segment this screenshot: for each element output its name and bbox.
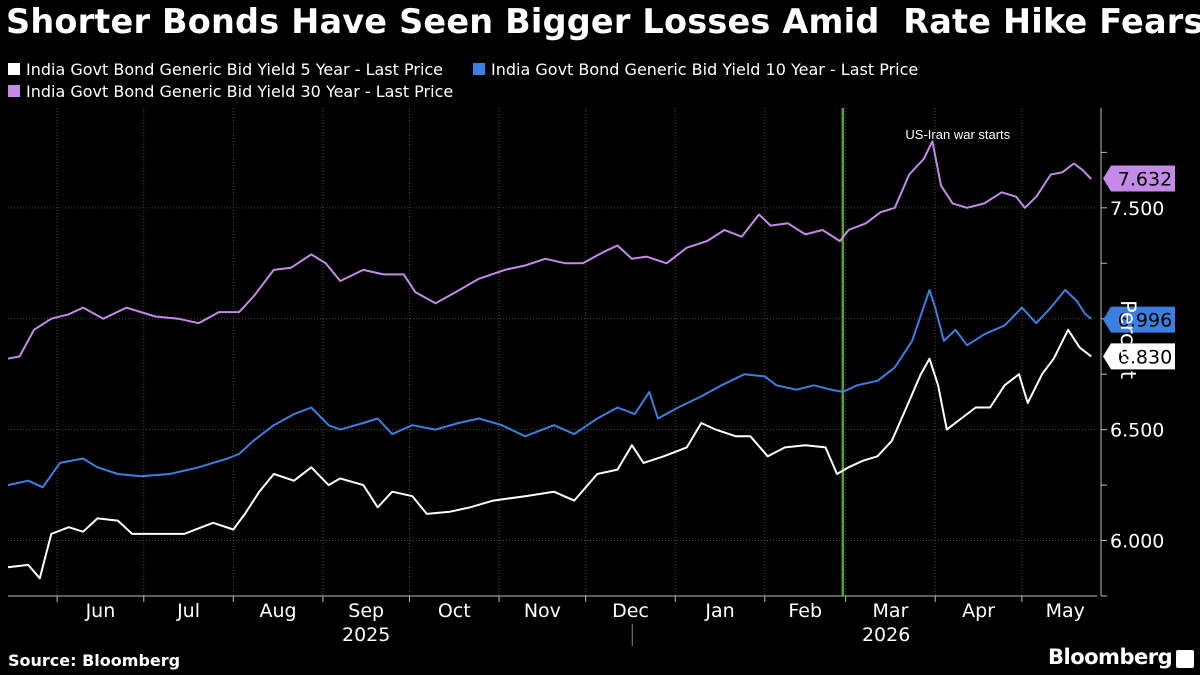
x-tick-label-may: May (1046, 600, 1085, 622)
bloomberg-mark-icon (1176, 650, 1194, 668)
series-line-5y (7, 328, 1092, 580)
x-tick-label-aug: Aug (260, 600, 297, 622)
last-value-label-5y: 6.830 (1118, 346, 1172, 368)
y-tick-label: 6.000 (1110, 531, 1164, 553)
x-tick-label-sep: Sep (348, 600, 384, 622)
x-tick-label-apr: Apr (962, 600, 995, 622)
source-note: Source: Bloomberg (8, 651, 181, 670)
y-tick-label: 6.500 (1110, 420, 1164, 442)
series-line-30y (7, 140, 1092, 360)
series-line-10y (7, 288, 1092, 489)
legend-item-10y: India Govt Bond Generic Bid Yield 10 Yea… (473, 60, 918, 79)
bloomberg-logo: Bloomberg (1048, 645, 1173, 669)
legend-label-30y: India Govt Bond Generic Bid Yield 30 Yea… (26, 81, 454, 101)
x-year-label-2026: 2026 (862, 624, 910, 646)
y-tick-label: 7.500 (1110, 198, 1164, 220)
legend-swatch-10y (473, 63, 486, 75)
x-tick-label-jun: Jun (85, 600, 116, 622)
last-value-tag-10y (1103, 306, 1175, 333)
chart-title: Shorter Bonds Have Seen Bigger Losses Am… (6, 2, 1200, 41)
x-tick-label-nov: Nov (524, 600, 561, 622)
x-tick-label-oct: Oct (438, 600, 471, 622)
last-value-tag-30y (1103, 165, 1175, 192)
legend-swatch-30y (8, 85, 20, 97)
legend-item-30y: India Govt Bond Generic Bid Yield 30 Yea… (8, 82, 453, 101)
last-value-label-30y: 7.632 (1118, 169, 1172, 191)
last-value-label-10y: 6.996 (1118, 310, 1172, 332)
y-axis-label-wrap: Percent (1110, 300, 1140, 420)
x-year-label-2025: 2025 (342, 624, 390, 646)
x-tick-label-mar: Mar (873, 600, 909, 622)
legend-label-10y: India Govt Bond Generic Bid Yield 10 Yea… (491, 59, 919, 79)
legend: India Govt Bond Generic Bid Yield 5 Year… (8, 58, 1108, 102)
annotation-us-iran-war: US-Iran war starts (905, 127, 1010, 142)
last-value-tag-5y (1103, 343, 1175, 370)
legend-label-5y: India Govt Bond Generic Bid Yield 5 Year… (26, 59, 444, 79)
y-axis-label: Percent (1116, 300, 1140, 380)
legend-item-5y: India Govt Bond Generic Bid Yield 5 Year… (8, 60, 443, 79)
x-tick-label-jan: Jan (704, 600, 734, 622)
x-tick-label-feb: Feb (788, 600, 822, 622)
x-tick-label-jul: Jul (176, 600, 200, 622)
legend-swatch-5y (8, 63, 20, 75)
x-tick-label-dec: Dec (612, 600, 649, 622)
